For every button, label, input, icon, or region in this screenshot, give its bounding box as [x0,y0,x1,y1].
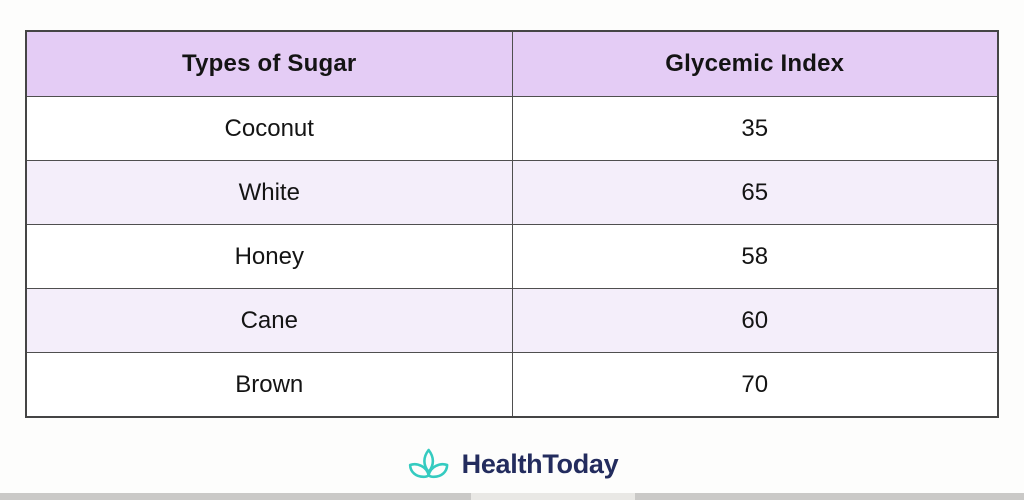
table-row: Coconut 35 [25,96,999,161]
table-row: Cane 60 [25,288,999,353]
sugar-glycemic-index-table: Types of Sugar Glycemic Index Coconut 35… [25,30,999,418]
sugar-type-cell: Coconut [25,96,513,161]
brand-footer: HealthToday [406,447,619,481]
bottom-edge-bar-light-segment [471,493,635,500]
column-header-glycemic-index: Glycemic Index [511,30,999,97]
bottom-edge-bar [0,493,1024,500]
sugar-type-cell: White [25,160,513,225]
glycemic-index-cell: 35 [511,96,999,161]
glycemic-index-cell: 65 [511,160,999,225]
sugar-type-cell: Honey [25,224,513,289]
lotus-icon [408,448,449,479]
glycemic-index-cell: 70 [511,352,999,418]
table-row: White 65 [25,160,999,225]
brand-name: HealthToday [461,448,619,479]
glycemic-index-cell: 60 [511,288,999,353]
glycemic-index-cell: 58 [511,224,999,289]
sugar-type-cell: Brown [25,352,513,418]
table-row: Honey 58 [25,224,999,289]
table-header-row: Types of Sugar Glycemic Index [25,30,999,97]
table-row: Brown 70 [25,352,999,418]
column-header-types-of-sugar: Types of Sugar [25,30,513,97]
sugar-type-cell: Cane [25,288,513,353]
